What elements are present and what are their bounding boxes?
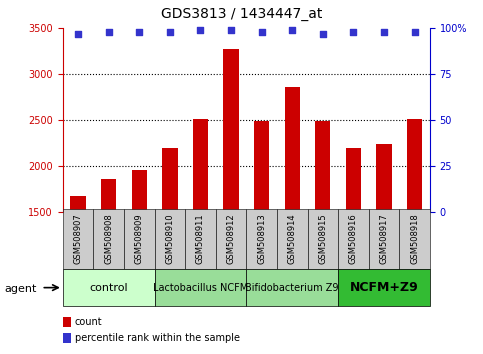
Bar	[63, 209, 93, 269]
Bar	[155, 269, 246, 306]
Point	[350, 29, 357, 35]
Bar	[369, 209, 399, 269]
Point	[166, 29, 174, 35]
Bar	[131, 170, 147, 212]
Bar	[63, 269, 155, 306]
Bar	[223, 48, 239, 212]
Text: percentile rank within the sample: percentile rank within the sample	[75, 333, 240, 343]
Bar	[254, 121, 270, 212]
Point	[74, 31, 82, 37]
Point	[380, 29, 388, 35]
Bar	[216, 209, 246, 269]
Point	[227, 27, 235, 33]
Text: GSM508916: GSM508916	[349, 213, 358, 264]
Text: GDS3813 / 1434447_at: GDS3813 / 1434447_at	[161, 7, 322, 21]
Bar	[308, 209, 338, 269]
Bar	[315, 121, 330, 212]
Bar	[277, 209, 308, 269]
Bar	[376, 144, 392, 212]
Bar	[399, 209, 430, 269]
Point	[288, 27, 296, 33]
Text: NCFM+Z9: NCFM+Z9	[350, 281, 418, 294]
Text: control: control	[89, 282, 128, 293]
Text: GSM508911: GSM508911	[196, 213, 205, 264]
Text: GSM508909: GSM508909	[135, 213, 144, 264]
Text: Bifidobacterium Z9: Bifidobacterium Z9	[245, 282, 339, 293]
Text: count: count	[75, 317, 102, 327]
Bar	[162, 148, 177, 212]
Text: GSM508913: GSM508913	[257, 213, 266, 264]
Text: GSM508912: GSM508912	[227, 213, 236, 264]
Bar	[246, 209, 277, 269]
Text: GSM508917: GSM508917	[380, 213, 388, 264]
Bar	[407, 119, 422, 212]
Text: GSM508914: GSM508914	[288, 213, 297, 264]
Text: GSM508907: GSM508907	[73, 213, 83, 264]
Bar	[124, 209, 155, 269]
Text: GSM508915: GSM508915	[318, 213, 327, 264]
Bar	[71, 196, 86, 212]
Bar	[346, 148, 361, 212]
Point	[197, 27, 204, 33]
Point	[258, 29, 266, 35]
Text: GSM508910: GSM508910	[165, 213, 174, 264]
Text: Lactobacillus NCFM: Lactobacillus NCFM	[153, 282, 248, 293]
Point	[105, 29, 113, 35]
Point	[319, 31, 327, 37]
Bar	[93, 209, 124, 269]
Point	[411, 29, 418, 35]
Bar	[284, 87, 300, 212]
Bar	[155, 209, 185, 269]
Bar	[338, 269, 430, 306]
Point	[135, 29, 143, 35]
Bar	[193, 119, 208, 212]
Text: GSM508918: GSM508918	[410, 213, 419, 264]
Bar	[246, 269, 338, 306]
Bar	[101, 179, 116, 212]
Bar	[338, 209, 369, 269]
Text: agent: agent	[5, 284, 37, 293]
Bar	[185, 209, 216, 269]
Text: GSM508908: GSM508908	[104, 213, 113, 264]
